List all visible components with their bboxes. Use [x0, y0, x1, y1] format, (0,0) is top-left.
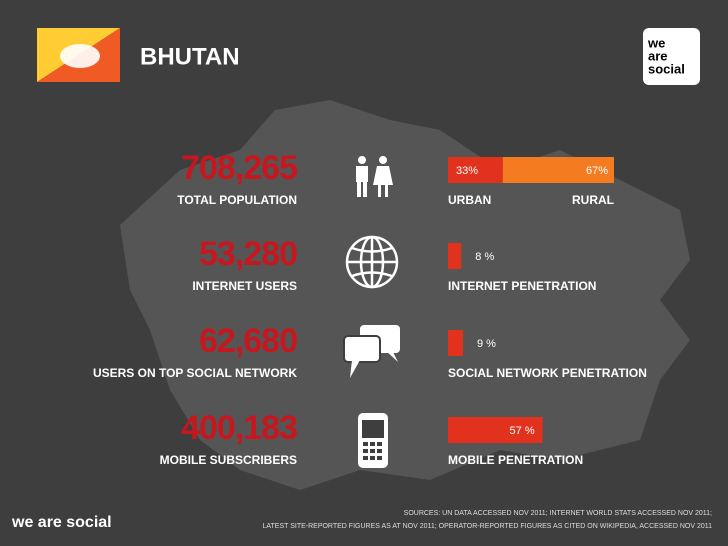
bar-segment	[448, 417, 543, 443]
footer-brand: we are social	[11, 514, 112, 531]
bar-caption: RURAL	[572, 193, 614, 207]
percent-label: 9 %	[477, 338, 496, 350]
percent-label: 57 %	[510, 425, 535, 437]
map-silhouette	[120, 100, 690, 490]
bar-segment	[448, 330, 463, 356]
flag	[37, 28, 120, 82]
bar-caption: INTERNET PENETRATION	[448, 279, 596, 293]
people-icon	[356, 156, 393, 197]
figure-label: USERS ON TOP SOCIAL NETWORK	[93, 366, 297, 380]
percent-label: 33%	[456, 165, 478, 177]
logo-text: are	[648, 48, 668, 63]
sources: SOURCES: UN DATA ACCESSED NOV 2011; INTE…	[404, 510, 712, 517]
logo-box	[643, 28, 700, 85]
logo-text: we	[647, 35, 665, 50]
title: BHUTAN	[140, 43, 240, 70]
bar-segment	[448, 157, 503, 183]
figure-label: TOTAL POPULATION	[177, 193, 297, 207]
percent-label: 67%	[586, 165, 608, 177]
logo-text: social	[648, 61, 685, 76]
bar-caption: SOCIAL NETWORK PENETRATION	[448, 366, 647, 380]
bar-caption: MOBILE PENETRATION	[448, 453, 583, 467]
bar-segment	[502, 157, 614, 183]
figure-label: INTERNET USERS	[192, 279, 297, 293]
globe-icon	[345, 235, 399, 289]
bar-segment	[448, 243, 462, 269]
figure: 53,280	[199, 235, 297, 273]
figure: 708,265	[181, 149, 297, 187]
percent-label: 8 %	[475, 251, 494, 263]
sources: LATEST SITE-REPORTED FIGURES AS AT NOV 2…	[262, 523, 712, 530]
figure: 62,680	[199, 322, 297, 360]
figure: 400,183	[181, 409, 297, 447]
phone-icon	[358, 413, 388, 468]
figure-label: MOBILE SUBSCRIBERS	[160, 453, 297, 467]
chat-icon	[343, 325, 400, 378]
bar-caption: URBAN	[448, 193, 491, 207]
